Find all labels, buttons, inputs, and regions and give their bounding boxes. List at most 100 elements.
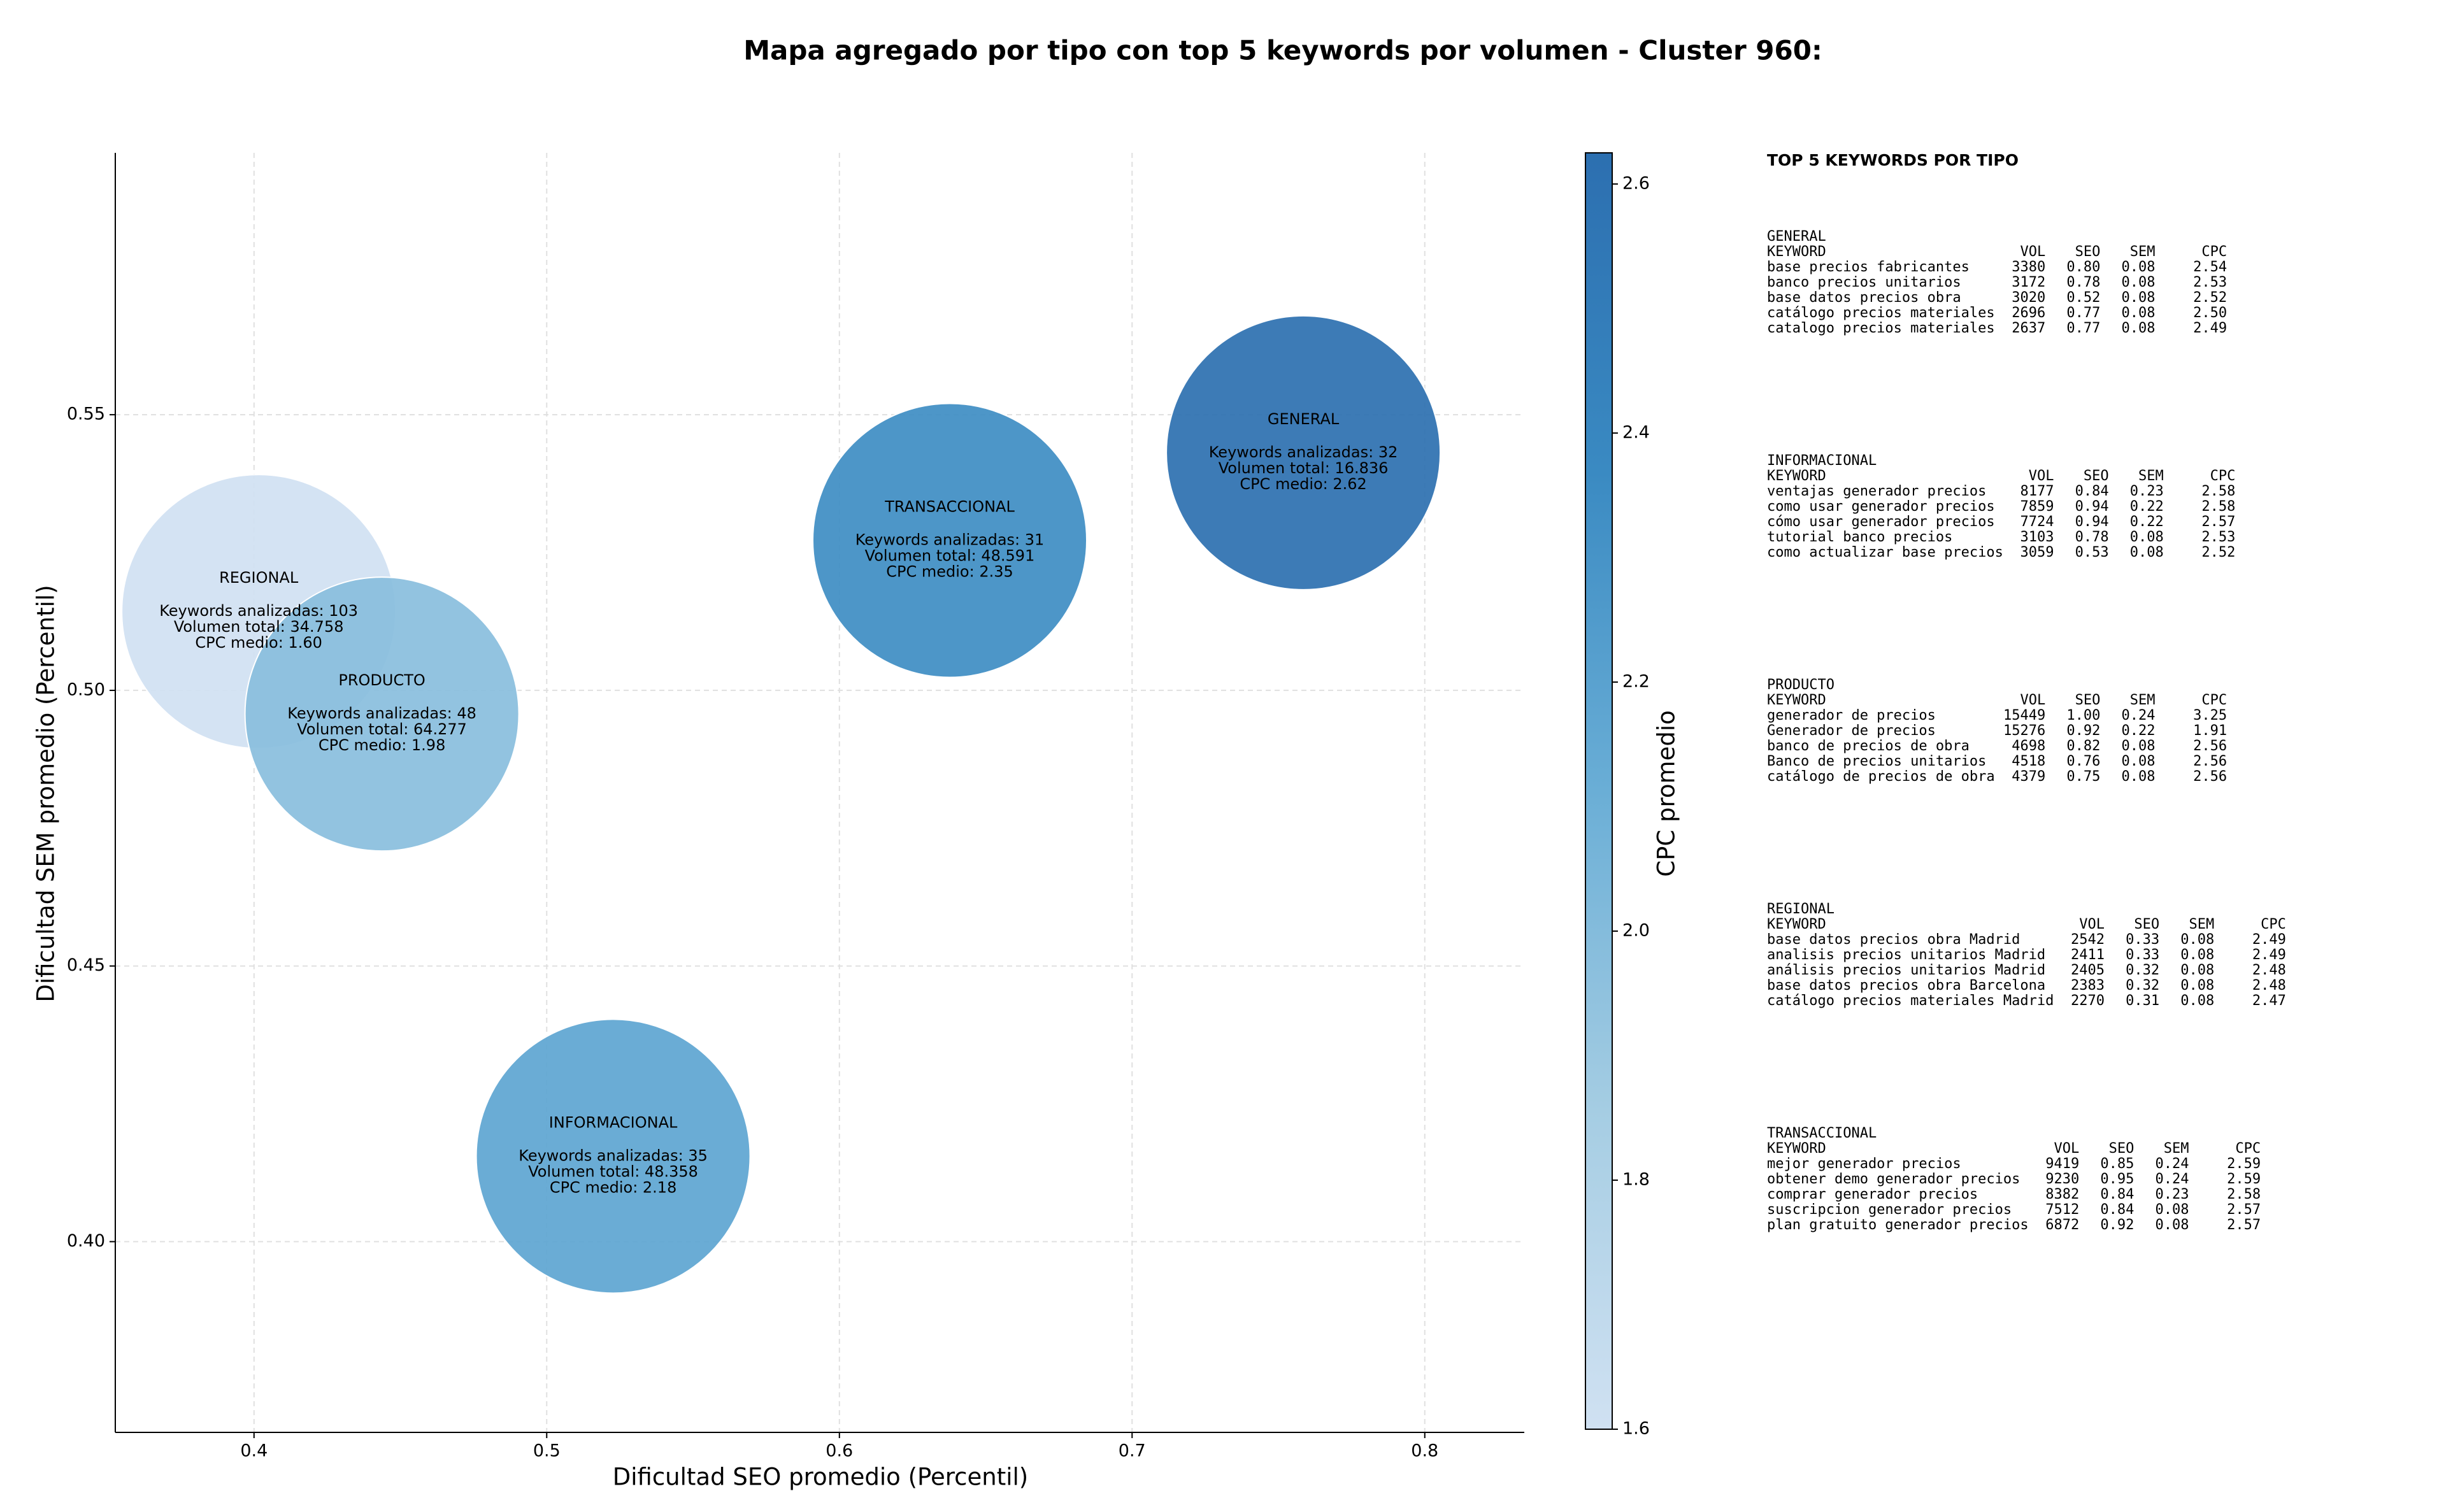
table-cell: 0.53 bbox=[2075, 545, 2109, 560]
table-cell: 2.48 bbox=[2252, 978, 2286, 994]
chart-title: Mapa agregado por tipo con top 5 keyword… bbox=[743, 35, 1822, 66]
y-tick-label: 0.45 bbox=[67, 955, 105, 975]
table-cell: 0.22 bbox=[2130, 499, 2164, 515]
table-cell: 0.33 bbox=[2126, 932, 2159, 948]
table-cell: 2542 bbox=[2071, 932, 2105, 948]
table-cell: 2.59 bbox=[2227, 1156, 2261, 1172]
column-header: SEM bbox=[2130, 244, 2156, 260]
table-cell: 3020 bbox=[2012, 290, 2045, 306]
table-cell: 0.33 bbox=[2126, 947, 2159, 963]
table-cell: Generador de precios bbox=[1767, 723, 1936, 739]
table-cell: 3103 bbox=[2020, 529, 2054, 545]
table-cell: 2411 bbox=[2071, 947, 2105, 963]
bubble-annotation: Volumen total: 48.358 bbox=[528, 1162, 698, 1180]
table-cell: catálogo precios materiales Madrid bbox=[1767, 993, 2054, 1009]
bubble-annotation: GENERAL bbox=[1268, 410, 1340, 428]
x-tick-label: 0.8 bbox=[1411, 1441, 1438, 1461]
table-cell: 0.08 bbox=[2122, 305, 2156, 321]
table-cell: 0.08 bbox=[2130, 545, 2164, 560]
table-cell: 0.08 bbox=[2122, 275, 2156, 290]
table-cell: 15449 bbox=[2003, 708, 2045, 724]
bubble-annotation: Keywords analizadas: 35 bbox=[519, 1146, 708, 1164]
table-cell: 0.80 bbox=[2066, 259, 2100, 275]
table-cell: plan gratuito generador precios bbox=[1767, 1217, 2029, 1233]
table-cell: 2.48 bbox=[2252, 962, 2286, 978]
table-cell: 2.58 bbox=[2201, 499, 2235, 515]
table-cell: 0.94 bbox=[2075, 499, 2109, 515]
table-cell: 2.53 bbox=[2201, 529, 2235, 545]
column-header: SEM bbox=[2138, 468, 2164, 484]
table-name: PRODUCTO bbox=[1767, 677, 1834, 693]
colorbar-tick-label: 2.2 bbox=[1622, 671, 1650, 691]
table-cell: analisis precios unitarios Madrid bbox=[1767, 947, 2045, 963]
table-cell: 3059 bbox=[2020, 545, 2054, 560]
table-cell: 0.78 bbox=[2075, 529, 2109, 545]
bubble-annotation: Keywords analizadas: 31 bbox=[855, 531, 1045, 548]
table-cell: comprar generador precios bbox=[1767, 1187, 1978, 1202]
table-name: TRANSACCIONAL bbox=[1767, 1125, 1877, 1141]
table-cell: como usar generador precios bbox=[1767, 499, 1995, 515]
column-header: SEO bbox=[2109, 1141, 2135, 1157]
table-cell: 0.84 bbox=[2100, 1202, 2134, 1218]
y-axis-label: Dificultad SEM promedio (Percentil) bbox=[32, 585, 60, 1002]
table-cell: 2.52 bbox=[2201, 545, 2235, 560]
bubble-annotation: Volumen total: 16.836 bbox=[1219, 459, 1389, 477]
table-cell: banco precios unitarios bbox=[1767, 275, 1961, 290]
bubble bbox=[812, 403, 1088, 678]
table-cell: 2.47 bbox=[2252, 993, 2286, 1009]
bubble-annotation: CPC medio: 2.62 bbox=[1240, 475, 1367, 493]
bubble-annotation: CPC medio: 2.18 bbox=[550, 1178, 677, 1196]
table-cell: 0.32 bbox=[2126, 978, 2159, 994]
table-cell: 0.94 bbox=[2075, 514, 2109, 530]
bubble-annotation: CPC medio: 1.98 bbox=[318, 736, 446, 754]
column-header: VOL bbox=[2054, 1141, 2080, 1157]
bubble bbox=[1166, 315, 1441, 590]
table-cell: 8177 bbox=[2020, 483, 2054, 499]
table-cell: 0.76 bbox=[2066, 753, 2100, 769]
table-cell: como actualizar base precios bbox=[1767, 545, 2003, 560]
column-header: CPC bbox=[2261, 916, 2286, 932]
table-cell: 4379 bbox=[2012, 769, 2045, 785]
bubble-annotation: Keywords analizadas: 48 bbox=[287, 704, 476, 722]
x-tick-label: 0.6 bbox=[826, 1441, 853, 1461]
table-cell: 3380 bbox=[2012, 259, 2045, 275]
table-cell: obtener demo generador precios bbox=[1767, 1171, 2020, 1187]
colorbar-tick-label: 2.4 bbox=[1622, 422, 1650, 442]
table-cell: 7512 bbox=[2045, 1202, 2079, 1218]
table-cell: 2.56 bbox=[2193, 753, 2227, 769]
table-cell: 9230 bbox=[2045, 1171, 2079, 1187]
bubble-annotation: CPC medio: 2.35 bbox=[886, 562, 1013, 580]
table-cell: 0.92 bbox=[2066, 723, 2100, 739]
table-cell: tutorial banco precios bbox=[1767, 529, 1952, 545]
table-cell: 0.22 bbox=[2130, 514, 2164, 530]
table-cell: 15276 bbox=[2003, 723, 2045, 739]
column-header: SEO bbox=[2134, 916, 2159, 932]
column-header: KEYWORD bbox=[1767, 1141, 1826, 1157]
column-header: SEM bbox=[2164, 1141, 2189, 1157]
x-axis-label: Dificultad SEO promedio (Percentil) bbox=[613, 1464, 1028, 1491]
panel-title: TOP 5 KEYWORDS POR TIPO bbox=[1767, 151, 2019, 169]
table-cell: 2.53 bbox=[2193, 275, 2227, 290]
column-header: CPC bbox=[2210, 468, 2236, 484]
table-cell: 2.57 bbox=[2201, 514, 2235, 530]
x-tick-label: 0.7 bbox=[1119, 1441, 1146, 1461]
bubble-annotation: INFORMACIONAL bbox=[549, 1113, 678, 1131]
table-cell: 3172 bbox=[2012, 275, 2045, 290]
table-cell: 0.08 bbox=[2122, 769, 2156, 785]
table-cell: 0.75 bbox=[2066, 769, 2100, 785]
column-header: VOL bbox=[2029, 468, 2054, 484]
table-cell: 0.08 bbox=[2122, 320, 2156, 336]
y-tick-label: 0.40 bbox=[67, 1231, 105, 1251]
table-cell: 0.84 bbox=[2075, 483, 2109, 499]
table-cell: 2.54 bbox=[2193, 259, 2227, 275]
table-cell: generador de precios bbox=[1767, 708, 1936, 724]
table-cell: 3.25 bbox=[2193, 708, 2227, 724]
bubble-annotation: Volumen total: 34.758 bbox=[174, 618, 344, 636]
column-header: VOL bbox=[2020, 692, 2046, 708]
column-header: SEO bbox=[2075, 244, 2101, 260]
column-header: SEO bbox=[2075, 692, 2101, 708]
table-cell: 6872 bbox=[2045, 1217, 2079, 1233]
table-cell: 2.56 bbox=[2193, 738, 2227, 754]
